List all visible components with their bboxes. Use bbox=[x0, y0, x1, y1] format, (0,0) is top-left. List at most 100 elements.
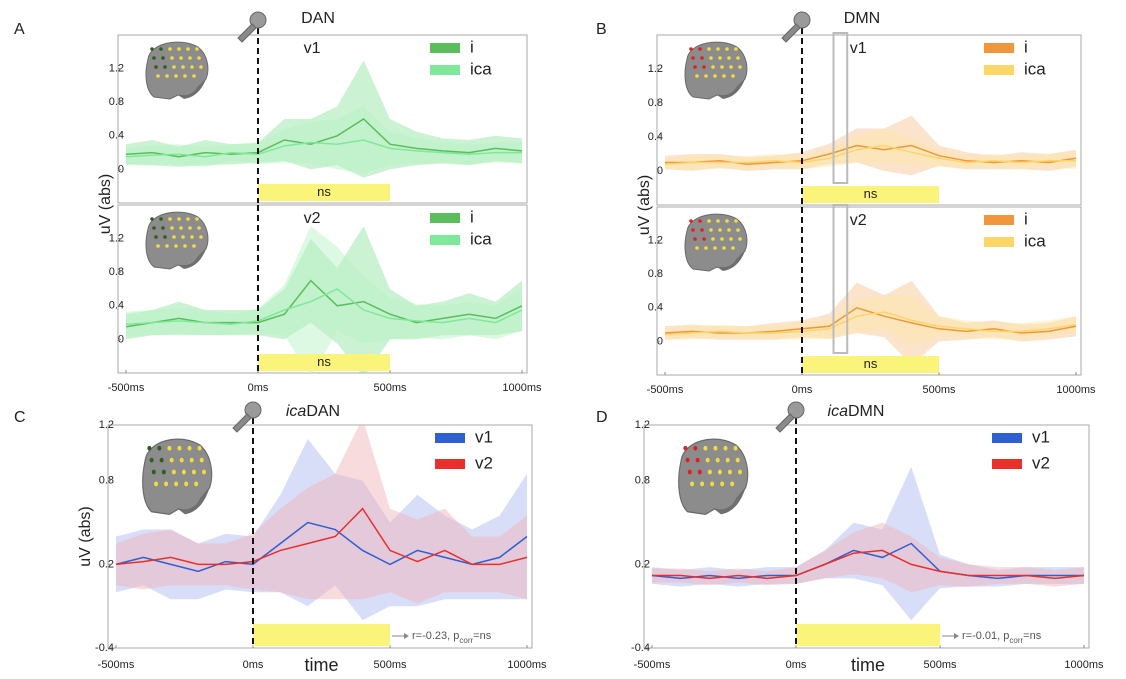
electrode bbox=[192, 244, 196, 248]
stimulus-head bbox=[249, 11, 267, 29]
electrode bbox=[729, 237, 733, 241]
electrode bbox=[713, 74, 717, 78]
electrode bbox=[154, 481, 159, 487]
electrode bbox=[194, 481, 199, 487]
electrode bbox=[716, 47, 720, 51]
y-tick-label: 0.4 bbox=[648, 302, 663, 314]
electrode bbox=[169, 457, 174, 463]
y-tick-label: 0.8 bbox=[99, 475, 114, 487]
stat-arrowhead bbox=[954, 633, 959, 639]
x-tick-label: 0ms bbox=[792, 384, 813, 396]
y-tick-label: 0.4 bbox=[109, 300, 124, 312]
electrode bbox=[190, 65, 194, 69]
y-tick-label: 1.2 bbox=[109, 233, 124, 245]
electrode bbox=[163, 235, 167, 239]
stat-label: r=-0.01, pcorr=ns bbox=[962, 630, 1042, 645]
x-tick-label: -500ms bbox=[634, 659, 671, 671]
electrode bbox=[189, 457, 194, 463]
electrode bbox=[700, 56, 704, 60]
legend-swatch bbox=[984, 65, 1014, 75]
series-line bbox=[125, 279, 523, 328]
legend-swatch bbox=[430, 43, 460, 53]
electrode bbox=[197, 445, 202, 451]
electrode bbox=[172, 235, 176, 239]
stimulus-icon bbox=[232, 401, 262, 433]
electrode bbox=[164, 481, 169, 487]
plot-area bbox=[125, 60, 523, 178]
electrode bbox=[690, 481, 695, 487]
electrode bbox=[687, 469, 692, 475]
electrode bbox=[186, 47, 190, 51]
legend-label: i bbox=[1024, 209, 1028, 228]
legend-swatch bbox=[430, 65, 460, 75]
electrode bbox=[709, 56, 713, 60]
series-line bbox=[125, 139, 522, 158]
plot-frame bbox=[656, 206, 1082, 376]
electrode bbox=[154, 235, 158, 239]
electrode bbox=[735, 457, 740, 463]
electrode bbox=[727, 228, 731, 232]
electrode bbox=[197, 226, 201, 230]
electrode bbox=[718, 56, 722, 60]
electrode bbox=[151, 469, 156, 475]
subtitle: v1 bbox=[850, 40, 867, 57]
stimulus-icon bbox=[775, 401, 805, 433]
electrode bbox=[715, 457, 720, 463]
title: icaDAN bbox=[286, 403, 340, 420]
title: DMN bbox=[844, 10, 880, 27]
electrode bbox=[695, 457, 700, 463]
electrode bbox=[727, 56, 731, 60]
y-tick-label: 0.8 bbox=[648, 268, 663, 280]
electrode bbox=[707, 219, 711, 223]
head-face bbox=[178, 487, 210, 515]
x-axis-label: time bbox=[304, 655, 338, 675]
legend-label: v1 bbox=[475, 427, 493, 446]
electrode bbox=[150, 217, 154, 221]
electrode bbox=[713, 445, 718, 451]
title: icaDMN bbox=[828, 403, 885, 420]
electrode bbox=[167, 445, 172, 451]
electrode bbox=[179, 56, 183, 60]
head-icon bbox=[678, 438, 749, 516]
electrode bbox=[192, 74, 196, 78]
subtitle: v2 bbox=[850, 212, 867, 229]
electrode bbox=[184, 481, 189, 487]
x-tick-label: -500ms bbox=[647, 384, 684, 396]
electrode bbox=[177, 217, 181, 221]
electrode bbox=[700, 481, 705, 487]
electrode bbox=[736, 228, 740, 232]
electrode bbox=[195, 217, 199, 221]
legend-label: i bbox=[470, 207, 474, 226]
y-tick-label: 1.2 bbox=[99, 419, 114, 431]
electrode bbox=[183, 74, 187, 78]
plot-area bbox=[664, 115, 1077, 176]
series-line bbox=[664, 144, 1076, 165]
stat-label: r=-0.23, pcorr=ns bbox=[412, 630, 492, 645]
electrode bbox=[197, 56, 201, 60]
electrode bbox=[723, 445, 728, 451]
electrode bbox=[165, 74, 169, 78]
electrode bbox=[722, 246, 726, 250]
stat-part: corr bbox=[1009, 636, 1023, 645]
legend-swatch bbox=[992, 459, 1022, 469]
stimulus-head bbox=[787, 401, 805, 419]
electrode bbox=[734, 47, 738, 51]
electrode bbox=[157, 445, 162, 451]
electrode bbox=[161, 56, 165, 60]
error-band bbox=[652, 466, 1084, 621]
electrode bbox=[704, 74, 708, 78]
stimulus-handle bbox=[781, 23, 801, 43]
x-tick-label: 1000ms bbox=[507, 659, 547, 671]
electrode bbox=[738, 237, 742, 241]
electrode bbox=[150, 47, 154, 51]
electrode bbox=[172, 65, 176, 69]
title-part: ica bbox=[286, 403, 307, 420]
legend-label: i bbox=[470, 37, 474, 56]
legend-swatch bbox=[992, 433, 1022, 443]
electrode bbox=[736, 56, 740, 60]
electrode bbox=[737, 469, 742, 475]
electrode bbox=[725, 457, 730, 463]
plot-area bbox=[125, 226, 523, 373]
electrode bbox=[147, 445, 152, 451]
legend-label: v2 bbox=[1032, 453, 1050, 472]
